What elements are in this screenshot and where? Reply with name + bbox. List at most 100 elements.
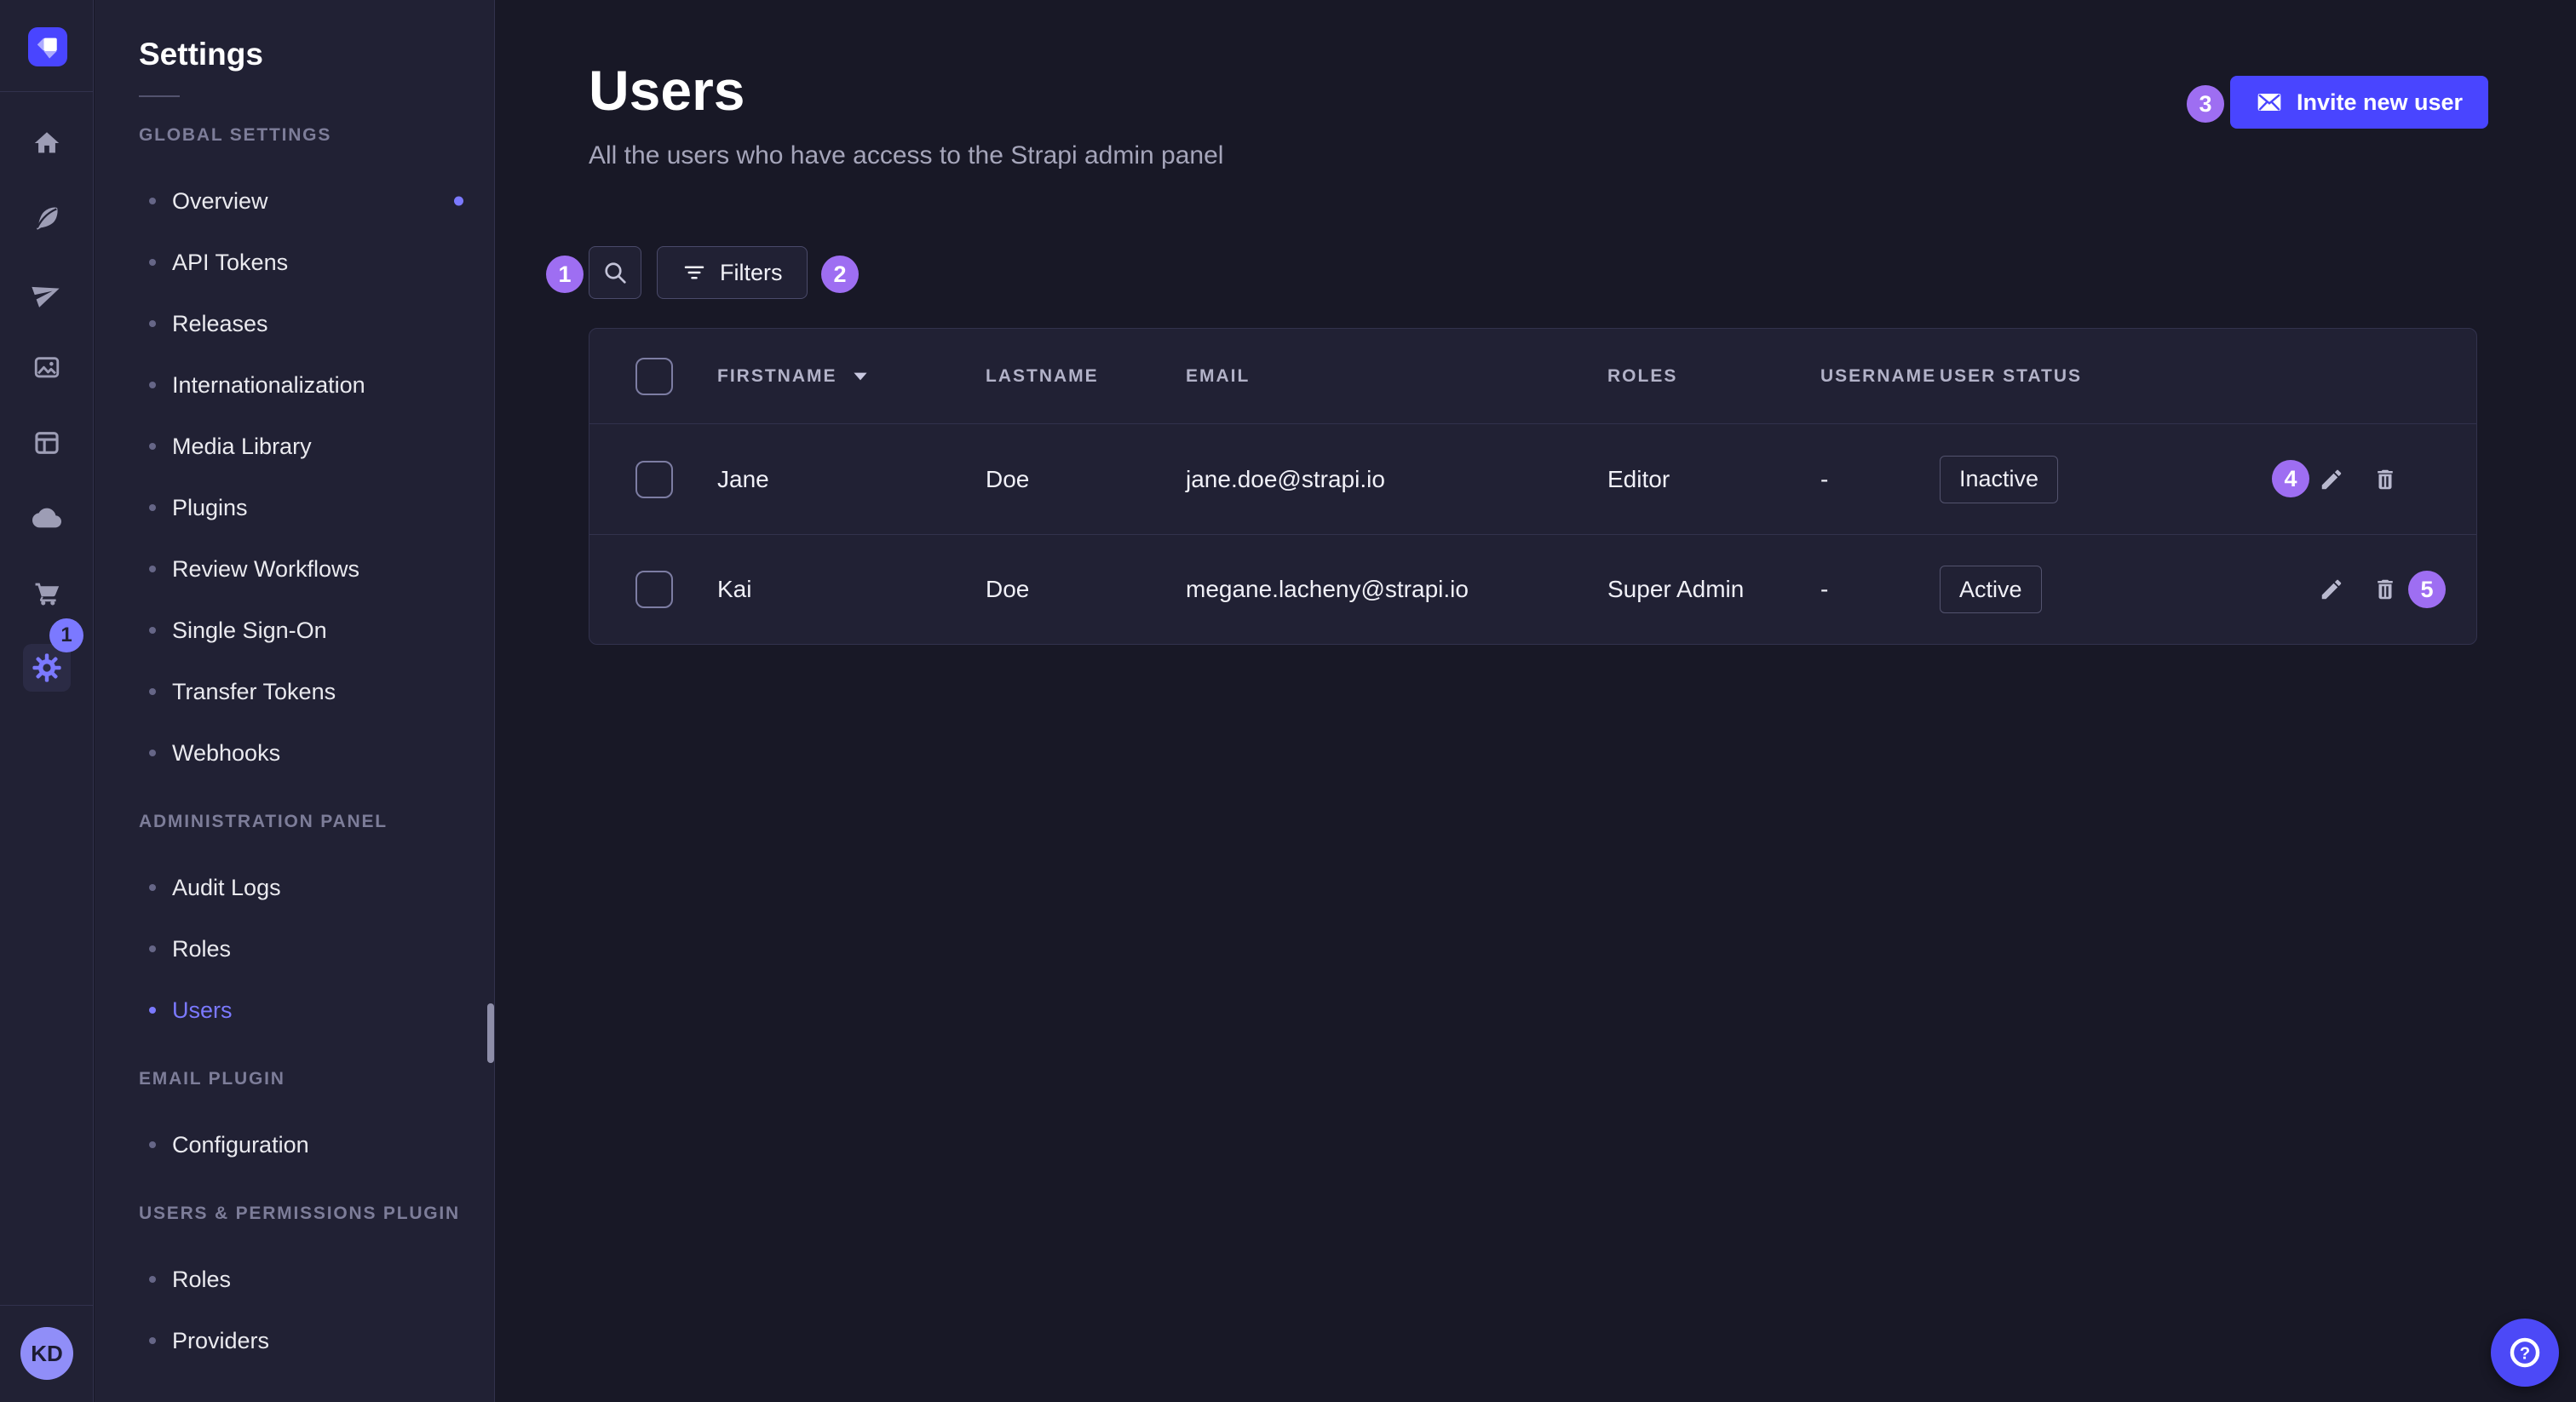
cell-email: megane.lacheny@strapi.io	[1186, 576, 1469, 602]
sidebar-item-api-tokens[interactable]: API Tokens	[95, 232, 494, 293]
sidebar-item-media-library[interactable]: Media Library	[95, 416, 494, 477]
invite-new-user-button[interactable]: Invite new user	[2230, 76, 2489, 129]
section-label: USERS & PERMISSIONS PLUGIN	[139, 1204, 461, 1223]
table-header-row: FIRSTNAME LASTNAME EMAIL ROLES USERNAME …	[589, 329, 2476, 424]
table-row: Jane Doe jane.doe@strapi.io Editor - Ina…	[589, 424, 2476, 534]
bullet	[149, 566, 156, 572]
help-button[interactable]: ?	[2491, 1319, 2559, 1387]
settings-sidebar: Settings GLOBAL SETTINGS Overview API To…	[95, 0, 495, 1402]
strapi-logo-icon	[37, 37, 57, 59]
cell-email: jane.doe@strapi.io	[1186, 465, 1385, 492]
sidebar-item-review-workflows[interactable]: Review Workflows	[95, 538, 494, 600]
edit-user-button[interactable]	[2311, 459, 2352, 500]
bullet	[149, 688, 156, 695]
notification-dot	[454, 196, 463, 206]
sidebar-item-users[interactable]: Users	[95, 980, 494, 1041]
sidebar-item-plugins[interactable]: Plugins	[95, 477, 494, 538]
cell-lastname: Doe	[986, 576, 1030, 602]
search-button[interactable]	[589, 246, 641, 299]
layout-icon[interactable]	[28, 424, 66, 462]
main-content: Users All the users who have access to t…	[496, 0, 2576, 1402]
search-icon	[605, 262, 626, 284]
strapi-logo[interactable]	[28, 27, 67, 66]
column-header-roles: ROLES	[1607, 365, 1678, 386]
sidebar-item-email-configuration[interactable]: Configuration	[95, 1114, 494, 1175]
row-checkbox[interactable]	[635, 571, 673, 608]
bullet	[149, 1337, 156, 1344]
icon-rail: 1 KD	[0, 0, 94, 1402]
column-header-firstname[interactable]: FIRSTNAME	[717, 329, 871, 423]
filters-button[interactable]: Filters	[657, 246, 808, 299]
svg-text:?: ?	[2520, 1344, 2530, 1363]
cell-roles: Editor	[1607, 465, 1670, 492]
bullet	[149, 443, 156, 450]
bullet	[149, 945, 156, 952]
sidebar-item-releases[interactable]: Releases	[95, 293, 494, 354]
media-library-icon[interactable]	[28, 349, 66, 387]
trash-icon	[2378, 579, 2393, 600]
column-header-lastname: LASTNAME	[986, 365, 1099, 386]
bullet	[149, 1007, 156, 1014]
row-checkbox[interactable]	[635, 460, 673, 498]
avatar[interactable]: KD	[20, 1327, 73, 1380]
question-mark-icon: ?	[2510, 1337, 2540, 1368]
home-icon[interactable]	[28, 124, 66, 162]
sidebar-scrollbar-thumb[interactable]	[487, 1003, 494, 1063]
cell-username: -	[1820, 576, 1829, 602]
bullet	[149, 382, 156, 388]
cloud-icon[interactable]	[28, 499, 66, 537]
pencil-icon	[2321, 469, 2342, 489]
sidebar-item-internationalization[interactable]: Internationalization	[95, 354, 494, 416]
sidebar-item-up-providers[interactable]: Providers	[95, 1310, 494, 1371]
section-users-permissions-plugin: USERS & PERMISSIONS PLUGIN Roles Provide…	[95, 1203, 494, 1371]
sidebar-title: Settings	[139, 37, 263, 72]
bullet	[149, 1141, 156, 1148]
annotation-badge-2: 2	[821, 256, 859, 293]
cell-roles: Super Admin	[1607, 576, 1745, 602]
title-divider	[139, 95, 180, 97]
sidebar-item-single-sign-on[interactable]: Single Sign-On	[95, 600, 494, 661]
column-header-user-status: USER STATUS	[1940, 365, 2083, 386]
content-builder-feather-icon[interactable]	[28, 199, 66, 237]
page-title: Users	[589, 59, 745, 122]
bullet	[149, 884, 156, 891]
send-icon[interactable]	[28, 274, 66, 312]
sidebar-item-transfer-tokens[interactable]: Transfer Tokens	[95, 661, 494, 722]
section-label: GLOBAL SETTINGS	[139, 125, 332, 145]
sidebar-item-admin-roles[interactable]: Roles	[95, 918, 494, 980]
sort-caret-down-icon	[853, 372, 867, 380]
cell-firstname: Kai	[717, 576, 752, 602]
bullet	[149, 198, 156, 204]
page-subtitle: All the users who have access to the Str…	[589, 141, 1224, 170]
sidebar-item-overview[interactable]: Overview	[95, 170, 494, 232]
marketplace-cart-icon[interactable]	[28, 574, 66, 612]
sidebar-item-webhooks[interactable]: Webhooks	[95, 722, 494, 784]
cell-lastname: Doe	[986, 465, 1030, 492]
bullet	[149, 259, 156, 266]
filter-icon	[684, 266, 704, 279]
trash-icon	[2378, 469, 2393, 489]
section-global-settings: GLOBAL SETTINGS Overview API Tokens Rele…	[95, 124, 494, 784]
bullet	[149, 504, 156, 511]
delete-user-button[interactable]	[2365, 569, 2406, 610]
select-all-checkbox[interactable]	[635, 357, 673, 395]
section-label: EMAIL PLUGIN	[139, 1069, 285, 1089]
annotation-badge-1: 1	[546, 256, 584, 293]
sidebar-item-audit-logs[interactable]: Audit Logs	[95, 857, 494, 918]
column-header-email: EMAIL	[1186, 365, 1251, 386]
users-table: FIRSTNAME LASTNAME EMAIL ROLES USERNAME …	[589, 328, 2477, 645]
status-badge: Inactive	[1940, 455, 2059, 503]
rail-divider	[0, 91, 94, 92]
status-badge: Active	[1940, 566, 2042, 613]
delete-user-button[interactable]	[2365, 459, 2406, 500]
envelope-icon	[2257, 94, 2281, 111]
bullet	[149, 1276, 156, 1283]
edit-user-button[interactable]	[2311, 569, 2352, 610]
sidebar-item-up-roles[interactable]: Roles	[95, 1249, 494, 1310]
annotation-badge-5: 5	[2408, 571, 2446, 608]
annotation-badge-3: 3	[2187, 85, 2224, 123]
cell-username: -	[1820, 465, 1829, 492]
rail-divider-bottom	[0, 1305, 94, 1306]
cell-firstname: Jane	[717, 465, 769, 492]
